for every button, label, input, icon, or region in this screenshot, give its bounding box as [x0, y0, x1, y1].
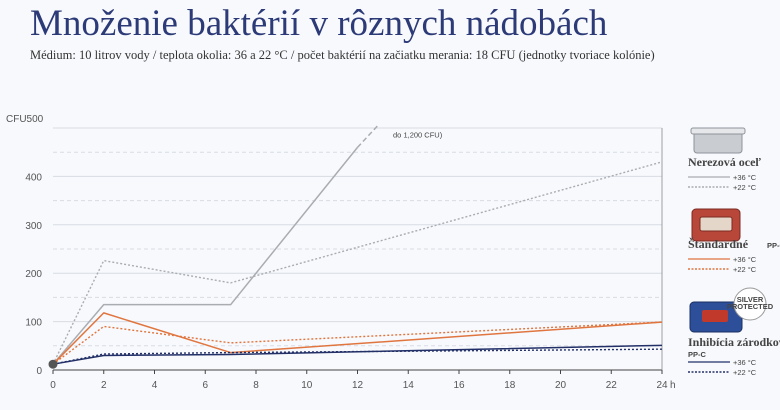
- x-unit-label: h: [670, 380, 676, 391]
- legend-item-label: +36 °C: [733, 173, 757, 182]
- container-label-plate: [699, 216, 733, 232]
- legend-item-label: +22 °C: [733, 368, 757, 377]
- series-line: [52, 161, 663, 365]
- gridlines: [53, 127, 662, 347]
- legend-group-suffix: PP-C: [767, 241, 780, 250]
- x-tick-label: 22: [606, 380, 618, 391]
- container-latch: [702, 310, 728, 322]
- series-line: [52, 344, 663, 365]
- badge-text: PROTECTED: [727, 302, 774, 311]
- x-tick-label: 8: [253, 380, 259, 391]
- series-line: [52, 348, 663, 365]
- y-tick-label: 400: [25, 172, 42, 183]
- x-tick-label: 0: [50, 380, 56, 391]
- chart-title: Množenie baktérií v rôznych nádobách: [30, 3, 608, 44]
- container-rim: [690, 127, 746, 135]
- x-tick-label: 12: [352, 380, 364, 391]
- annotation-label: do 1,200 CFU): [393, 131, 443, 140]
- x-tick-label: 4: [152, 380, 158, 391]
- x-tick-label: 16: [453, 380, 465, 391]
- y-tick-label: 200: [25, 269, 42, 280]
- chart-subtitle: Médium: 10 litrov vody / teplota okolia:…: [30, 48, 655, 62]
- x-tick-label: 14: [403, 380, 415, 391]
- legend-item-label: +22 °C: [733, 183, 757, 192]
- badge-text: SILVER: [737, 295, 764, 304]
- legend-item-label: +36 °C: [733, 358, 757, 367]
- x-tick-label: 6: [202, 380, 208, 391]
- legend-group-suffix: PP-C: [688, 350, 707, 359]
- series-line: [52, 146, 359, 365]
- series-lines: [48, 125, 663, 369]
- legend-group-title: Nerezová oceľ: [688, 155, 761, 169]
- legend-group-title: Štandardné: [688, 237, 749, 251]
- x-tick-label: 10: [301, 380, 313, 391]
- x-tick-label: 24: [656, 380, 668, 391]
- legend: Nerezová oceľ+36 °C+22 °CŠtandardnéPP-C+…: [688, 127, 780, 377]
- x-tick-label: 2: [101, 380, 107, 391]
- y-axis-title: CFU500: [6, 114, 44, 125]
- legend-item-label: +22 °C: [733, 265, 757, 274]
- legend-item-label: +36 °C: [733, 255, 757, 264]
- axes: 0 2 4 6 8 10 12 14 16 18 20 22 24 h0100200300400CFU50…: [6, 114, 676, 391]
- legend-group-title: Inhibícia zárodkov: [688, 335, 780, 349]
- x-tick-label: 20: [555, 380, 567, 391]
- start-point-marker: [48, 359, 58, 369]
- silver-protected-badge: [733, 287, 767, 321]
- series-line: [52, 312, 663, 365]
- y-tick-label: 300: [25, 221, 42, 232]
- y-tick-label: 100: [25, 318, 42, 329]
- x-tick-label: 18: [504, 380, 516, 391]
- series-extension: [356, 125, 379, 148]
- y-tick-label: 0: [36, 366, 42, 377]
